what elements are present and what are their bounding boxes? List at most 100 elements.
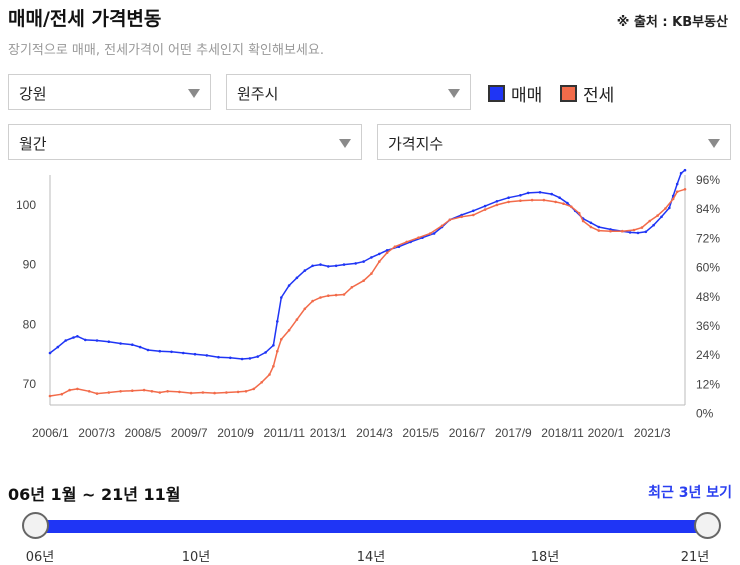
point-sale bbox=[248, 357, 252, 360]
x-tick-label: 2018/11 bbox=[541, 426, 584, 440]
y-right-tick-label: 12% bbox=[696, 377, 720, 391]
point-jeonse bbox=[362, 279, 365, 282]
region-select[interactable]: 강원 bbox=[8, 74, 211, 110]
recent-3-years-button[interactable]: 최근 3년 보기 bbox=[648, 485, 732, 501]
point-jeonse bbox=[334, 293, 338, 297]
y-right-tick-label: 72% bbox=[696, 231, 720, 245]
range-slider-track[interactable] bbox=[34, 520, 709, 533]
point-jeonse bbox=[287, 329, 291, 332]
metric-select[interactable]: 가격지수 bbox=[377, 124, 731, 160]
point-jeonse bbox=[393, 245, 397, 248]
point-jeonse bbox=[236, 390, 240, 394]
point-sale bbox=[378, 252, 381, 256]
point-jeonse bbox=[440, 224, 444, 228]
point-sale bbox=[295, 276, 299, 280]
x-tick-label: 2007/3 bbox=[78, 426, 115, 440]
point-jeonse bbox=[60, 392, 64, 396]
point-sale bbox=[652, 223, 655, 227]
point-jeonse bbox=[76, 387, 79, 391]
point-jeonse bbox=[472, 213, 475, 217]
point-jeonse bbox=[609, 229, 612, 233]
city-select[interactable]: 원주시 bbox=[226, 74, 471, 110]
point-sale bbox=[276, 320, 279, 323]
point-sale bbox=[460, 213, 463, 217]
period-range-label: 06년 1월 ~ 21년 11월 bbox=[8, 485, 181, 504]
slider-tick-label: 10년 bbox=[181, 550, 211, 565]
point-sale bbox=[644, 230, 648, 234]
point-jeonse bbox=[131, 389, 134, 392]
legend-swatch-jeonse bbox=[560, 85, 577, 102]
point-jeonse bbox=[260, 381, 264, 384]
point-sale bbox=[72, 336, 75, 339]
point-jeonse bbox=[597, 229, 601, 232]
point-sale bbox=[660, 215, 663, 219]
point-jeonse bbox=[268, 373, 271, 376]
slider-tick-label: 21년 bbox=[680, 550, 710, 565]
point-jeonse bbox=[280, 338, 283, 341]
price-change-chart: 100 90 80 70 96% 84% 72% 60% 48% 36% 24% 12% 0% 2006/… bbox=[16, 168, 720, 440]
point-jeonse bbox=[107, 391, 111, 394]
point-sale bbox=[334, 264, 338, 268]
point-sale bbox=[483, 204, 487, 208]
y-right-tick-label: 84% bbox=[696, 202, 720, 216]
x-tick-label: 2006/1 bbox=[32, 426, 69, 440]
point-jeonse bbox=[671, 197, 675, 201]
point-sale bbox=[538, 191, 542, 194]
point-jeonse bbox=[385, 251, 389, 254]
point-sale bbox=[272, 344, 275, 347]
point-sale bbox=[240, 357, 244, 361]
period-select[interactable]: 월간 bbox=[8, 124, 362, 160]
point-jeonse bbox=[311, 299, 314, 303]
point-sale bbox=[319, 263, 322, 266]
point-jeonse bbox=[589, 225, 593, 229]
x-tick-label: 2013/1 bbox=[310, 426, 347, 440]
point-jeonse bbox=[201, 391, 205, 394]
metric-select-value: 가격지수 bbox=[388, 135, 444, 153]
point-jeonse bbox=[150, 390, 154, 393]
point-sale bbox=[519, 194, 522, 197]
slider-tick-label: 18년 bbox=[530, 550, 560, 565]
y-right-tick-label: 96% bbox=[696, 173, 720, 187]
point-sale bbox=[280, 296, 283, 299]
y-right-tick-label: 60% bbox=[696, 261, 720, 275]
point-jeonse bbox=[648, 219, 651, 223]
point-jeonse bbox=[319, 296, 322, 299]
point-sale bbox=[385, 249, 389, 252]
point-jeonse bbox=[166, 390, 169, 393]
x-tick-label: 2014/3 bbox=[356, 426, 393, 440]
point-jeonse bbox=[495, 203, 499, 207]
point-jeonse bbox=[448, 218, 452, 222]
slider-tick-label: 06년 bbox=[25, 550, 55, 565]
legend-item-jeonse[interactable]: 전세 bbox=[560, 81, 614, 106]
point-jeonse bbox=[530, 198, 534, 202]
point-jeonse bbox=[640, 226, 644, 229]
point-sale bbox=[138, 345, 142, 349]
point-sale bbox=[48, 351, 52, 355]
point-sale bbox=[256, 355, 260, 358]
x-tick-label: 2016/7 bbox=[449, 426, 486, 440]
point-jeonse bbox=[581, 219, 585, 223]
chevron-down-icon bbox=[339, 139, 351, 148]
x-tick-label: 2017/9 bbox=[495, 426, 532, 440]
point-sale bbox=[264, 351, 267, 354]
point-jeonse bbox=[189, 391, 193, 395]
x-tick-label: 2020/1 bbox=[588, 426, 625, 440]
y-left-tick-label: 90 bbox=[23, 258, 37, 272]
legend-item-sale[interactable]: 매매 bbox=[488, 81, 542, 106]
point-jeonse bbox=[244, 390, 248, 393]
range-slider-start-handle[interactable] bbox=[22, 512, 49, 539]
period-select-value: 월간 bbox=[19, 135, 47, 153]
point-sale bbox=[675, 182, 679, 186]
point-jeonse bbox=[405, 240, 409, 244]
point-jeonse bbox=[378, 260, 381, 263]
point-jeonse bbox=[119, 390, 122, 393]
range-slider-end-handle[interactable] bbox=[694, 512, 721, 539]
x-tick-label: 2011/11 bbox=[264, 426, 306, 440]
y-left-tick-label: 70 bbox=[23, 377, 37, 391]
point-sale bbox=[432, 232, 436, 235]
point-sale bbox=[64, 339, 67, 342]
city-select-value: 원주시 bbox=[237, 85, 279, 103]
point-jeonse bbox=[507, 200, 510, 204]
point-sale bbox=[76, 335, 79, 338]
point-sale bbox=[495, 200, 499, 203]
